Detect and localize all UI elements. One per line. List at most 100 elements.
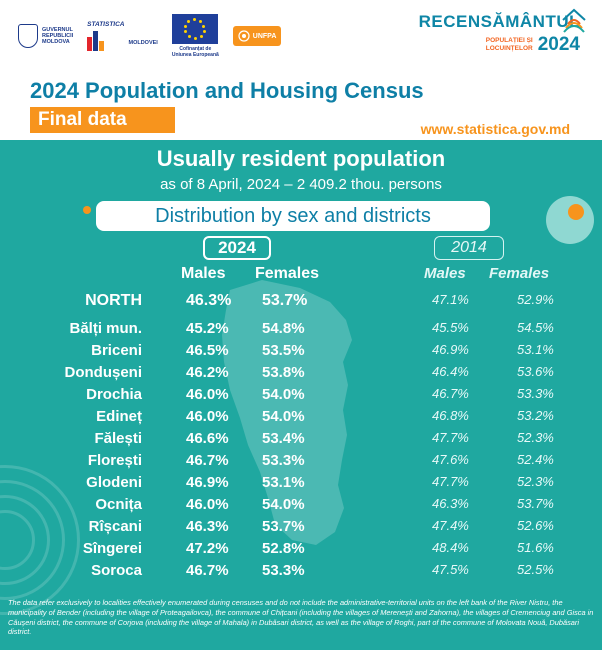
males-2024-value: 46.5% [186,342,229,359]
gov-line3: MOLDOVA [42,39,70,46]
partner-logos: GUVERNUL REPUBLICII MOLDOVA STATISTICA M… [18,14,282,58]
females-2014-value: 53.7% [517,496,554,511]
district-name: Ocnița [95,496,142,513]
females-2024-value: 53.7% [262,292,308,309]
district-name: Glodeni [86,474,142,491]
males-2014-value: 47.5% [432,562,469,577]
females-2014-value: 53.1% [517,342,554,357]
males-2014-value: 47.7% [432,474,469,489]
females-2024-value: 54.0% [262,496,305,513]
eu-logo: Cofinanțat de Uniunea Europeană [171,14,219,58]
males-2024-value: 46.0% [186,408,229,425]
gov-line2: REPUBLICII [42,32,74,39]
females-2024-value: 53.4% [262,430,305,447]
eu-flag-icon [171,14,218,44]
table-row: Briceni 46.5% 53.5% 46.9% 53.1% [0,342,602,364]
females-2014-value: 52.9% [517,292,554,307]
coat-of-arms-icon [18,24,38,48]
year-2024-label: 2024 [203,236,271,260]
table-row: Edineț 46.0% 54.0% 46.8% 53.2% [0,408,602,430]
females-2024-value: 54.8% [262,320,305,337]
stat-line2: MOLDOVEI [128,39,158,46]
females-2024-value: 53.3% [262,562,305,579]
males-2014-value: 46.8% [432,408,469,423]
unfpa-label: UNFPA [252,32,277,40]
header-females-2024: Females [255,265,320,282]
females-2024-value: 53.7% [262,518,305,535]
males-2024-value: 46.6% [186,430,229,447]
table-row: Ocnița 46.0% 54.0% 46.3% 53.7% [0,496,602,518]
table-row: Sîngerei 47.2% 52.8% 48.4% 51.6% [0,540,602,562]
females-2014-value: 53.2% [517,408,554,423]
females-2024-value: 52.8% [262,540,305,557]
females-2014-value: 52.4% [517,452,554,467]
unfpa-logo: UNFPA [232,26,282,46]
website-link[interactable]: www.statistica.gov.md [420,121,570,137]
table-row: Bălți mun. 45.2% 54.8% 45.5% 54.5% [0,320,602,342]
males-2014-value: 47.7% [432,430,469,445]
district-name: Drochia [86,386,142,403]
district-name: Soroca [91,562,142,579]
bullet-dot [83,206,91,214]
females-2014-value: 52.6% [517,518,554,533]
statistica-logo: STATISTICA MOLDOVEI [87,21,158,51]
district-name: Sîngerei [82,540,142,557]
females-2014-value: 52.3% [517,430,554,445]
females-2014-value: 53.3% [517,386,554,401]
eu-line1: Cofinanțat de [179,46,212,52]
district-name: Fălești [94,430,142,447]
panel-title: Usually resident population [156,146,446,171]
header-males-2024: Males [181,265,226,282]
unfpa-emblem-icon [238,30,250,42]
females-2024-value: 54.0% [262,386,305,403]
females-2014-value: 52.5% [517,562,554,577]
females-2014-value: 51.6% [517,540,554,555]
header-males-2014: Males [424,265,466,282]
females-2014-value: 52.3% [517,474,554,489]
census-logo-sub1: POPULAȚIEI ȘI [485,37,533,45]
district-name: Edineț [96,408,142,425]
district-name: Briceni [91,342,142,359]
census-logo-sub2: LOCUINȚELOR [485,45,533,52]
moldova-north-map [222,280,352,545]
males-2014-value: 47.4% [432,518,469,533]
district-name: Rîșcani [88,518,142,535]
females-2024-value: 53.3% [262,452,305,469]
district-name: Bălți mun. [69,320,142,337]
males-2014-value: 47.1% [432,292,469,307]
table-row: Dondușeni 46.2% 53.8% 46.4% 53.6% [0,364,602,386]
males-2014-value: 46.4% [432,364,469,379]
table-row: Florești 46.7% 53.3% 47.6% 52.4% [0,452,602,474]
males-2024-value: 46.0% [186,386,229,403]
males-2024-value: 46.3% [186,292,232,309]
census-logo-title: RECENSĂMÂNTUL [418,12,580,31]
males-2024-value: 46.7% [186,452,229,469]
females-2024-value: 53.5% [262,342,305,359]
census-logo: RECENSĂMÂNTUL POPULAȚIEI ȘI LOCUINȚELOR … [418,8,586,56]
census-panel: Usually resident population as of 8 Apri… [0,140,602,650]
males-2014-value: 46.9% [432,342,469,357]
males-2024-value: 46.2% [186,364,229,381]
deco-circle-orange [568,204,584,220]
males-2014-value: 47.6% [432,452,469,467]
table-row: Drochia 46.0% 54.0% 46.7% 53.3% [0,386,602,408]
page-title: 2024 Population and Housing Census [30,78,424,103]
district-name: Dondușeni [64,364,143,381]
deco-circle-light [546,196,594,244]
females-2024-value: 53.8% [262,364,305,381]
females-2024-value: 53.1% [262,474,305,491]
males-2024-value: 47.2% [186,540,229,557]
males-2024-value: 46.3% [186,518,229,535]
district-name: NORTH [85,292,142,309]
males-2014-value: 45.5% [432,320,469,335]
eu-line2: Uniunea Europeană [171,52,219,58]
header: GUVERNUL REPUBLICII MOLDOVA STATISTICA M… [0,0,602,140]
year-2014-label: 2014 [434,236,504,260]
header-females-2014: Females [489,265,550,282]
panel-subtitle: as of 8 April, 2024 – 2 409.2 thou. pers… [160,176,442,193]
males-2014-value: 46.7% [432,386,469,401]
males-2024-value: 46.0% [186,496,229,513]
males-2014-value: 48.4% [432,540,469,555]
house-icon [562,8,586,33]
males-2024-value: 46.7% [186,562,229,579]
